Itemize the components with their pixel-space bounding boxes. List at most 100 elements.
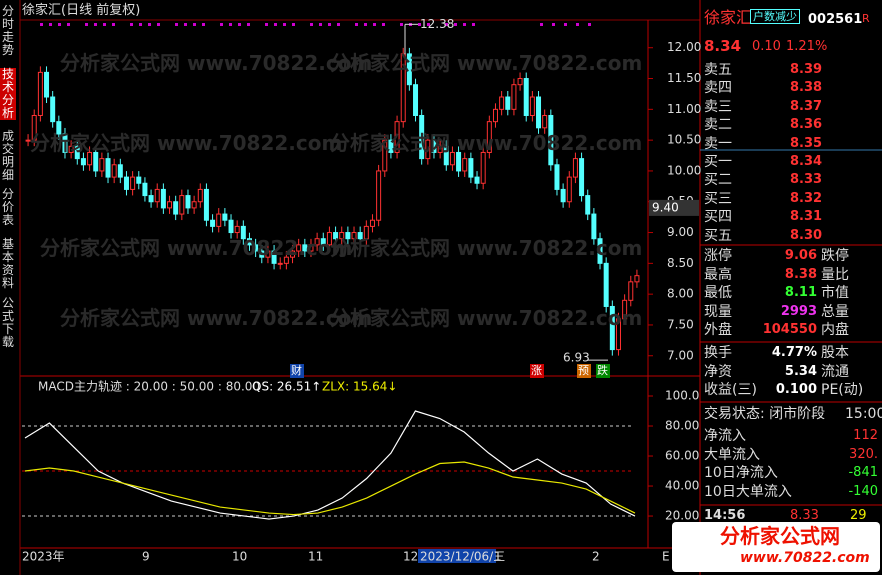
candle <box>314 238 320 246</box>
y-tick-label: 100.0 <box>665 389 699 403</box>
candle <box>443 145 449 166</box>
x-tick-label: 1 <box>494 550 502 564</box>
candle <box>431 139 437 153</box>
price: 8.34 <box>704 37 742 55</box>
stat-value: 4.77% <box>771 345 817 360</box>
candle <box>511 84 517 110</box>
status-dot <box>319 23 322 26</box>
pct: 1.21% <box>786 39 828 54</box>
book-price: 8.36 <box>790 117 823 133</box>
candle <box>419 114 425 160</box>
candle <box>437 145 443 153</box>
x-tick-label: 2023年 <box>22 550 65 564</box>
candle <box>259 250 265 258</box>
book-label: 买一 <box>704 154 732 170</box>
book-label: 卖五 <box>704 62 732 78</box>
candle <box>326 232 332 246</box>
candle <box>105 158 111 178</box>
candle <box>468 158 474 178</box>
book-price: 8.34 <box>790 154 823 169</box>
status-dot <box>454 23 457 26</box>
candle <box>44 71 50 98</box>
candle <box>185 195 191 209</box>
candle <box>31 114 37 141</box>
side-tab[interactable]: 公式下载 <box>1 296 14 349</box>
side-tab[interactable]: 技术分析 <box>0 67 16 120</box>
y-tick-label: 11.00 <box>667 102 701 116</box>
status-dot <box>472 23 475 26</box>
status-dot <box>463 23 466 26</box>
stock-name: 徐家汇 <box>704 8 753 27</box>
candle <box>333 232 339 240</box>
logo <box>672 522 880 572</box>
stat-label2: 股本 <box>821 345 849 361</box>
candle <box>486 121 492 153</box>
side-tab[interactable]: 成交明细 <box>1 129 14 182</box>
candle <box>222 213 228 221</box>
candle <box>413 84 419 116</box>
candle <box>283 256 289 264</box>
candle <box>216 213 222 227</box>
book-price: 8.32 <box>790 190 823 206</box>
candle <box>136 176 142 184</box>
status-dot <box>427 23 430 26</box>
candle <box>566 176 572 203</box>
status-dot <box>184 23 187 26</box>
stat-label2: 量比 <box>821 266 849 283</box>
candle <box>62 133 68 153</box>
cursor-box <box>649 199 699 216</box>
candle <box>376 170 382 221</box>
candle <box>148 195 154 203</box>
candle <box>123 176 129 190</box>
candle <box>505 96 511 110</box>
change: 0.10 <box>752 39 781 54</box>
event-marker-bg <box>596 364 610 378</box>
candle <box>167 201 173 209</box>
event-marker: 涨 <box>531 364 542 377</box>
tick-vol: 29 <box>850 508 867 523</box>
stat-value: 9.06 <box>784 248 817 263</box>
y-tick-label: 20.00 <box>665 509 699 523</box>
flow-label: 10日大单流入 <box>704 483 792 500</box>
status-dot <box>552 23 555 26</box>
stat-label2: 市值 <box>821 285 849 302</box>
side-tab[interactable]: 分价表 <box>1 187 14 227</box>
status-dot <box>373 23 376 26</box>
stat-label2: 内盘 <box>821 322 849 339</box>
status-dot <box>337 23 340 26</box>
status-dot <box>112 23 115 26</box>
candle <box>111 164 117 178</box>
candle <box>320 238 326 246</box>
book-price: 8.39 <box>790 62 823 77</box>
candle <box>253 244 259 252</box>
watermark: 分析家公式网 www.70822.com <box>330 236 643 260</box>
y-tick-label: 10.50 <box>667 133 701 147</box>
candle <box>130 176 136 190</box>
stat-label: 换手 <box>704 345 732 361</box>
candle <box>271 250 277 264</box>
candle <box>246 238 252 246</box>
status-dot <box>564 23 567 26</box>
y-tick-label: 8.00 <box>667 287 694 301</box>
status-dot <box>58 23 61 26</box>
stat-value: 104550 <box>762 322 817 338</box>
side-tab[interactable]: 分时走势 <box>1 4 14 57</box>
candle <box>523 78 529 116</box>
status-dot <box>247 23 250 26</box>
candle <box>542 114 548 129</box>
candle <box>363 225 369 240</box>
candle <box>173 201 179 215</box>
candle <box>622 299 628 320</box>
watermark: 分析家公式网 www.70822.com <box>60 306 373 330</box>
candle <box>634 275 640 283</box>
candle <box>492 108 498 123</box>
stat-label: 涨停 <box>704 248 732 264</box>
candle <box>56 121 62 135</box>
candle <box>597 238 603 264</box>
x-tick-label: 12 <box>403 550 418 564</box>
stat-label: 现量 <box>704 303 732 320</box>
watermark: 分析家公式网 www.70822.com <box>330 51 643 75</box>
side-tab[interactable]: 基本资料 <box>1 237 14 290</box>
indicator-qs: QS: 26.51↑ <box>252 380 321 394</box>
